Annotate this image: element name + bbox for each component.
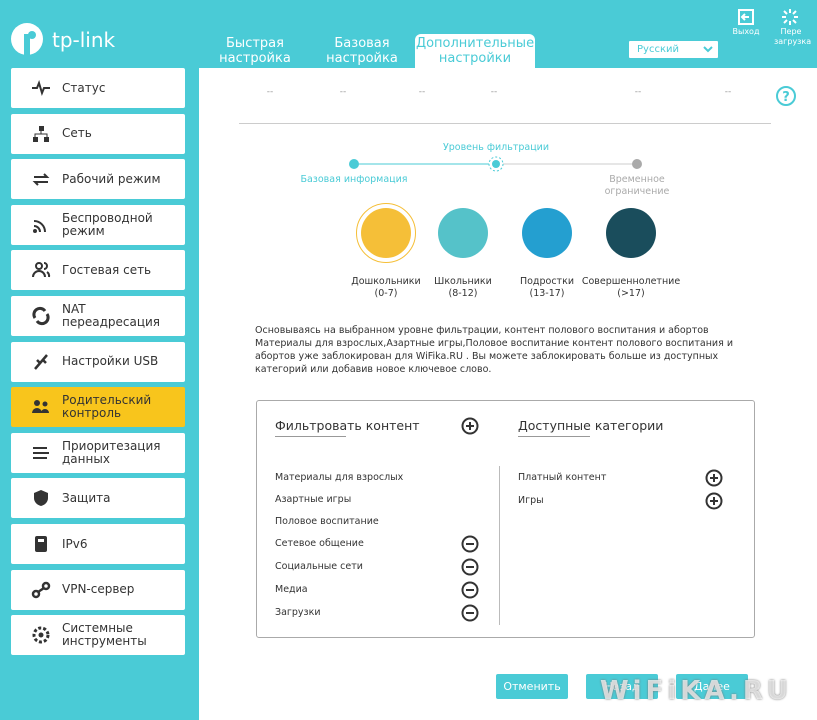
logo-text: tp-link <box>52 28 116 52</box>
reboot-icon[interactable] <box>781 8 799 26</box>
add-button[interactable] <box>705 492 725 512</box>
available-item: Игры <box>518 495 544 506</box>
level-range: (0-7) <box>374 288 398 299</box>
summary-value: -- <box>634 87 642 97</box>
menu-label[interactable]: Системные инструменты <box>62 621 147 649</box>
summary-value: -- <box>724 87 732 97</box>
panel-divider <box>499 466 500 625</box>
menu-icon <box>31 581 51 598</box>
menu-label[interactable]: Настройки USB <box>62 354 159 369</box>
summary-value: -- <box>339 87 347 97</box>
summary-value: -- <box>490 87 498 97</box>
menu-label[interactable]: Родительский контроль <box>62 393 152 421</box>
divider <box>239 123 771 124</box>
tab-active[interactable]: Дополнительные настройки <box>415 34 535 68</box>
filter-item: Медиа <box>275 584 308 595</box>
level-name[interactable]: Школьники <box>434 276 492 287</box>
menu-icon <box>32 400 49 414</box>
filter-item: Социальные сети <box>275 561 363 572</box>
add-button[interactable] <box>705 469 725 489</box>
tab[interactable]: Базовая настройка <box>326 36 398 66</box>
button[interactable]: Отменить <box>496 674 568 699</box>
menu-icon <box>32 262 51 278</box>
menu-item[interactable] <box>11 159 185 200</box>
dropdown-arrow <box>703 46 713 53</box>
level-circle[interactable] <box>438 208 488 258</box>
menu-icon <box>34 353 48 370</box>
svg-text:?: ? <box>782 90 790 105</box>
menu-item[interactable] <box>11 296 185 336</box>
logo-icon <box>11 23 43 56</box>
level-name[interactable]: Дошкольники <box>351 276 421 287</box>
filter-panel <box>256 400 755 638</box>
menu-icon <box>34 490 48 507</box>
filter-item: Материалы для взрослых <box>275 472 404 483</box>
help-icon[interactable]: ? <box>776 86 798 108</box>
filter-item: Сетевое общение <box>275 538 364 549</box>
filter-item: Азартные игры <box>275 494 352 505</box>
watermark: WiFiKA.RU <box>600 676 793 706</box>
menu-label[interactable]: Сеть <box>62 126 92 141</box>
remove-button[interactable] <box>461 558 481 578</box>
menu-label[interactable]: Статус <box>62 80 106 95</box>
step-label: Базовая информация <box>300 174 408 185</box>
menu-icon <box>33 446 49 459</box>
content-panel <box>199 68 817 720</box>
menu-label[interactable]: Беспроводной режим <box>62 210 153 238</box>
level-range: (13-17) <box>529 288 565 299</box>
logout-icon[interactable] <box>737 8 755 26</box>
menu-label[interactable]: VPN-сервер <box>62 582 135 597</box>
menu-icon <box>33 219 46 233</box>
reboot-label[interactable]: Пере загрузка <box>774 27 812 46</box>
remove-button[interactable] <box>461 604 481 624</box>
underline <box>275 436 346 437</box>
level-circle[interactable] <box>361 208 411 258</box>
remove-button[interactable] <box>461 581 481 601</box>
tab[interactable]: Быстрая настройка <box>219 36 291 66</box>
available-item: Платный контент <box>518 472 607 483</box>
menu-label[interactable]: Рабочий режим <box>62 171 161 186</box>
step-label: Временное ограничение <box>604 174 670 197</box>
menu-icon <box>33 125 49 142</box>
button[interactable]: Далее <box>676 674 748 699</box>
description: Основываясь на выбранном уровне фильтрац… <box>255 325 734 375</box>
step-label: Уровень фильтрации <box>442 142 550 153</box>
menu-icon <box>35 536 47 552</box>
menu-icon <box>32 626 50 644</box>
menu-item[interactable] <box>11 204 185 245</box>
filter-item: Загрузки <box>275 607 321 618</box>
stepper <box>349 156 642 172</box>
level-circle[interactable] <box>522 208 572 258</box>
logout-label[interactable]: Выход <box>732 27 760 36</box>
summary-value: -- <box>418 87 426 97</box>
level-range: (>17) <box>617 288 645 299</box>
menu-icon <box>32 306 50 326</box>
menu-item-active[interactable] <box>11 387 185 428</box>
underline <box>518 436 590 437</box>
menu-label[interactable]: NAT переадресация <box>62 302 161 329</box>
panel-title: Доступные категории <box>518 418 664 433</box>
remove-button[interactable] <box>461 535 481 555</box>
menu-icon <box>32 173 50 186</box>
menu-item[interactable] <box>11 250 185 291</box>
menu-label[interactable]: Гостевая сеть <box>62 262 152 277</box>
menu-label[interactable]: Приоритезация данных <box>62 438 161 466</box>
panel-title: Фильтровать контент <box>275 418 420 433</box>
language-select[interactable]: Русский <box>628 40 719 59</box>
filter-item: Половое воспитание <box>275 516 379 527</box>
level-selected-ring <box>356 203 416 263</box>
add-button[interactable] <box>461 417 481 437</box>
summary-value: -- <box>266 87 274 97</box>
menu-icon <box>32 79 50 97</box>
menu-label[interactable]: IPv6 <box>62 536 88 551</box>
level-name[interactable]: Подростки <box>519 276 575 287</box>
level-name[interactable]: Совершеннолетние <box>581 276 681 287</box>
level-range: (8-12) <box>448 288 478 299</box>
button[interactable]: Назад <box>586 674 658 699</box>
level-circle[interactable] <box>606 208 656 258</box>
menu-label[interactable]: Защита <box>62 490 111 505</box>
